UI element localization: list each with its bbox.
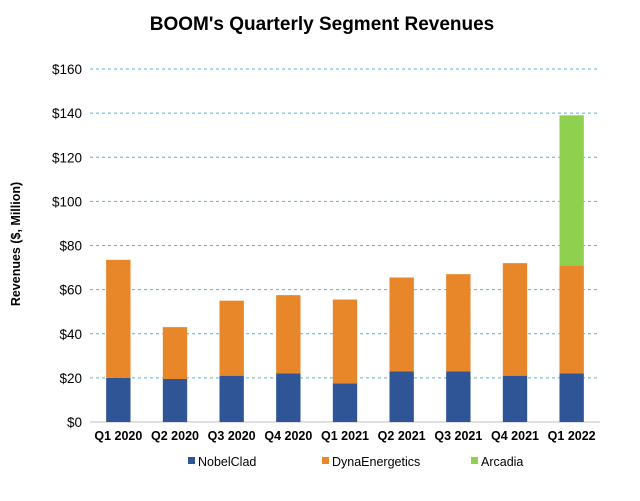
bar-nobelclad-q3-2020 (219, 375, 244, 422)
x-tick-label: Q4 2021 (491, 429, 539, 443)
bar-dynaenergetics-q1-2021 (332, 299, 358, 384)
y-tick-label: $80 (59, 239, 82, 254)
x-tick-label: Q2 2020 (151, 429, 199, 443)
x-tick-label: Q1 2021 (321, 429, 369, 443)
y-tick-label: $20 (59, 371, 82, 386)
bar-arcadia-q1-2022 (559, 115, 584, 266)
bars (106, 115, 584, 422)
bar-nobelclad-q2-2021 (389, 371, 414, 422)
legend-swatch (188, 457, 195, 464)
legend-swatch (322, 457, 329, 464)
bar-nobelclad-q4-2020 (276, 373, 301, 422)
bar-dynaenergetics-q4-2021 (502, 263, 528, 376)
chart-title: BOOM's Quarterly Segment Revenues (150, 14, 495, 35)
x-tick-label: Q3 2020 (208, 429, 256, 443)
legend-swatch (471, 457, 478, 464)
bar-dynaenergetics-q4-2020 (276, 295, 301, 374)
legend-item-arcadia: Arcadia (471, 455, 523, 469)
y-tick-label: $120 (52, 150, 82, 165)
legend-label: Arcadia (481, 455, 523, 469)
bar-nobelclad-q4-2021 (502, 375, 528, 422)
y-tick-label: $100 (52, 194, 82, 209)
bar-nobelclad-q1-2021 (332, 383, 358, 422)
legend-label: NobelClad (198, 455, 256, 469)
y-tick-label: $40 (59, 327, 82, 342)
y-axis-label: Revenues ($, Million) (9, 182, 23, 306)
y-axis-ticks: $0 $20 $40 $60 $80 $100 $120 $140 $160 (52, 62, 82, 430)
x-tick-label: Q1 2022 (548, 429, 596, 443)
x-tick-label: Q4 2020 (264, 429, 312, 443)
legend-label: DynaEnergetics (332, 455, 420, 469)
x-tick-label: Q3 2021 (434, 429, 482, 443)
legend: NobelClad DynaEnergetics Arcadia (188, 455, 523, 469)
legend-item-nobelclad: NobelClad (188, 455, 256, 469)
x-axis-ticks: Q1 2020 Q2 2020 Q3 2020 Q4 2020 Q1 2021 Q2 20… (94, 429, 595, 443)
y-tick-label: $0 (67, 415, 82, 430)
bar-dynaenergetics-q1-2020 (106, 259, 131, 378)
y-tick-label: $60 (59, 283, 82, 298)
bar-dynaenergetics-q2-2021 (389, 277, 414, 372)
bar-dynaenergetics-q2-2020 (162, 327, 188, 379)
bar-nobelclad-q3-2021 (446, 371, 471, 422)
x-tick-label: Q2 2021 (378, 429, 426, 443)
bar-nobelclad-q1-2020 (106, 377, 131, 422)
y-tick-label: $160 (52, 62, 82, 77)
bar-nobelclad-q2-2020 (162, 378, 188, 422)
bar-nobelclad-q1-2022 (559, 373, 584, 422)
bar-dynaenergetics-q3-2021 (446, 274, 471, 372)
bar-dynaenergetics-q3-2020 (219, 300, 244, 376)
legend-item-dynaenergetics: DynaEnergetics (322, 455, 420, 469)
bar-dynaenergetics-q1-2022 (559, 265, 584, 374)
x-tick-label: Q1 2020 (94, 429, 142, 443)
y-tick-label: $140 (52, 106, 82, 121)
